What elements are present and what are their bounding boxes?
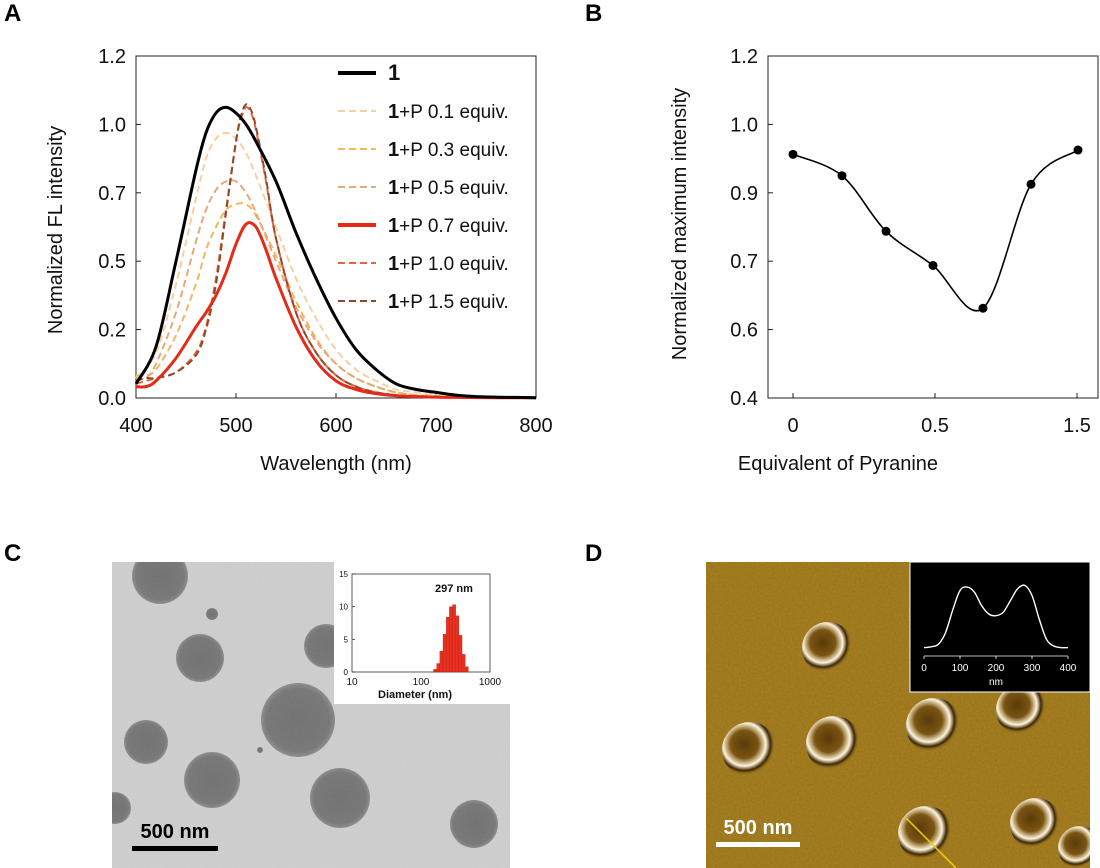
tem-micrograph: 0 5 10 15 10 100 1000 297 nm Diameter (nm) 500 n… bbox=[112, 562, 510, 868]
scale-bar bbox=[132, 846, 218, 851]
peak-annotation: 297 nm bbox=[435, 583, 473, 595]
histogram-bar bbox=[452, 604, 456, 673]
data-point bbox=[837, 171, 847, 181]
x-tick-label: 10 bbox=[346, 677, 358, 688]
series-line bbox=[792, 149, 1079, 312]
series-line-1 bbox=[135, 131, 537, 399]
x-tick-label: 400 bbox=[119, 415, 152, 437]
legend-entry-5: 1+P 1.0 equiv. bbox=[388, 253, 509, 275]
panel-label-d: D bbox=[585, 540, 603, 567]
histogram-bar bbox=[442, 633, 447, 673]
panel-label-c: C bbox=[4, 540, 22, 567]
panel-label-b: B bbox=[585, 0, 603, 27]
x-tick-label: 100 bbox=[952, 663, 969, 674]
legend-entry-4: 1+P 0.7 equiv. bbox=[388, 215, 509, 237]
y-tick-label: 5 bbox=[344, 635, 349, 644]
x-tick-label: 100 bbox=[413, 677, 430, 688]
y-axis-label: Normalized maximum intensity bbox=[669, 88, 691, 360]
scale-bar bbox=[716, 842, 800, 847]
height-profile-inset: 0 100 200 300 400 nm bbox=[921, 584, 1077, 688]
y-tick-label: 1.0 bbox=[98, 114, 126, 136]
histogram-bar bbox=[446, 616, 450, 673]
x-tick-label: 1000 bbox=[479, 677, 502, 688]
x-tick-label: 0.5 bbox=[921, 415, 949, 437]
y-tick-label: 10 bbox=[339, 603, 348, 612]
series-line-3 bbox=[135, 179, 537, 399]
inset-frame bbox=[351, 573, 491, 673]
histogram-bar bbox=[439, 650, 444, 673]
histogram-bar bbox=[449, 606, 453, 673]
legend-entry-3: 1+P 0.5 equiv. bbox=[388, 177, 509, 199]
y-axis-label: Normalized FL intensity bbox=[45, 126, 67, 334]
histogram-bar bbox=[433, 669, 437, 673]
x-tick-label: 400 bbox=[1060, 663, 1077, 674]
scale-bar-label: 500 nm bbox=[724, 817, 793, 839]
plot-frame bbox=[767, 55, 1099, 399]
x-tick-label: 800 bbox=[519, 415, 552, 437]
size-distribution-inset-bg bbox=[334, 562, 510, 704]
fluorescence-spectra-chart: 400 500 600 700 800 0.0 0.2 0.5 0.7 1.0 1.2 1 1+P 0.… bbox=[45, 46, 553, 475]
legend-entry-2: 1+P 0.3 equiv. bbox=[388, 139, 509, 161]
y-tick-label: 1.2 bbox=[730, 46, 758, 68]
histogram-bar bbox=[455, 615, 460, 673]
x-tick-label: 300 bbox=[1024, 663, 1041, 674]
y-tick-label: 0.4 bbox=[730, 388, 758, 410]
y-tick-label: 0.9 bbox=[730, 183, 758, 205]
x-tick-label: 200 bbox=[988, 663, 1005, 674]
size-distribution-inset: 0 5 10 15 10 100 1000 297 nm Diameter (nm) bbox=[339, 570, 501, 701]
y-tick-label: 0.2 bbox=[98, 320, 126, 342]
profile-line bbox=[923, 584, 1069, 649]
y-tick-label: 0.7 bbox=[98, 183, 126, 205]
x-tick-label: 0 bbox=[921, 663, 927, 674]
x-axis-label: Diameter (nm) bbox=[378, 689, 452, 701]
x-axis-label: nm bbox=[989, 677, 1003, 688]
y-tick-label: 0.5 bbox=[98, 251, 126, 273]
legend-entry-1: 1+P 0.1 equiv. bbox=[388, 101, 509, 123]
data-point bbox=[978, 303, 988, 313]
series-line-4 bbox=[135, 221, 537, 400]
data-point bbox=[788, 149, 798, 159]
x-tick-label: 500 bbox=[219, 415, 252, 437]
x-tick-label: 1.5 bbox=[1063, 415, 1091, 437]
series-line-0 bbox=[134, 105, 537, 400]
histogram-bar bbox=[461, 654, 466, 673]
y-tick-label: 15 bbox=[339, 570, 348, 579]
legend-entry-0: 1 bbox=[388, 60, 400, 85]
profile-line bbox=[905, 817, 957, 868]
data-point bbox=[881, 226, 891, 236]
y-tick-label: 0 bbox=[344, 668, 349, 677]
y-tick-label: 0.7 bbox=[730, 251, 758, 273]
data-point bbox=[1026, 179, 1036, 189]
x-tick-label: 600 bbox=[319, 415, 352, 437]
legend-entry-6: 1+P 1.5 equiv. bbox=[388, 291, 509, 313]
y-tick-label: 1.0 bbox=[730, 114, 758, 136]
max-intensity-chart: 0 0.5 1.5 0.4 0.6 0.7 0.9 1.0 1.2 Equivalent of … bbox=[669, 46, 1099, 475]
x-tick-label: 0 bbox=[787, 415, 798, 437]
histogram-bar bbox=[436, 663, 441, 673]
panel-label-a: A bbox=[4, 0, 22, 27]
y-tick-label: 0.6 bbox=[730, 320, 758, 342]
y-tick-label: 0.0 bbox=[98, 388, 126, 410]
data-point bbox=[928, 260, 938, 270]
y-tick-label: 1.2 bbox=[98, 46, 126, 68]
x-axis-label: Wavelength (nm) bbox=[260, 453, 412, 475]
histogram-bar bbox=[465, 666, 469, 673]
x-tick-label: 700 bbox=[419, 415, 452, 437]
height-profile-inset-bg bbox=[909, 562, 1090, 693]
histogram-bar bbox=[458, 635, 463, 673]
x-axis-label: Equivalent of Pyranine bbox=[738, 453, 938, 475]
scale-bar-label: 500 nm bbox=[141, 821, 210, 843]
data-point bbox=[1073, 145, 1083, 155]
afm-image: 0 100 200 300 400 nm 500 nm bbox=[706, 562, 1090, 868]
